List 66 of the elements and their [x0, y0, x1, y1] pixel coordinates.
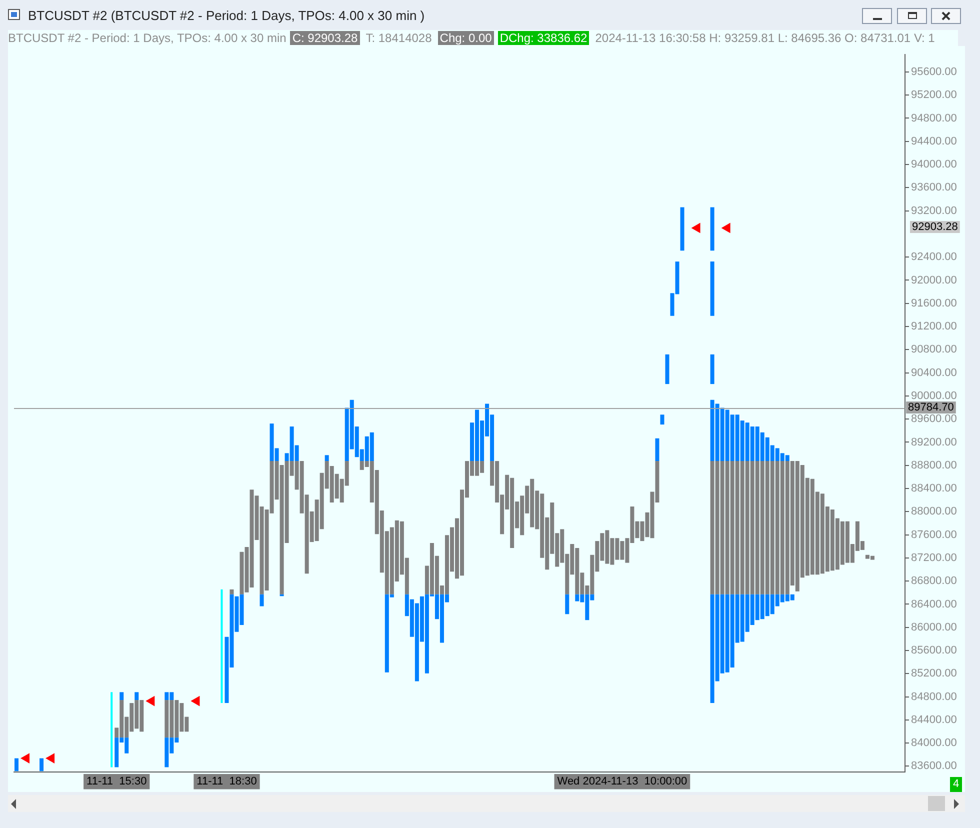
bar	[710, 354, 714, 384]
bar	[565, 594, 570, 614]
y-tick-label: 92400.00	[911, 251, 957, 264]
text: 4	[950, 777, 962, 792]
y-tick-label: 88400.00	[911, 482, 957, 495]
bar	[655, 438, 660, 462]
y-tick-label: 84400.00	[911, 714, 957, 726]
point	[691, 222, 700, 234]
ref-line-label: 89784.70	[908, 402, 954, 414]
y-tick-label: 94800.00	[911, 112, 957, 124]
bar	[220, 589, 223, 704]
x-tick-label: 11-11 18:30	[196, 776, 257, 788]
point	[46, 753, 55, 764]
text: Chg: 0.00	[438, 31, 494, 45]
y-tick-label: 86800.00	[911, 575, 957, 588]
y-tick-label: 90800.00	[911, 344, 957, 356]
text: DChg: 33836.62	[498, 31, 590, 45]
y-tick-label: 87600.00	[911, 528, 957, 541]
text: C: 92903.28	[290, 31, 360, 45]
y-tick-label: 87200.00	[911, 552, 957, 564]
y-tick-label: 88800.00	[911, 459, 957, 472]
y-tick-label: 90000.00	[911, 390, 957, 402]
y-tick-label: 89600.00	[911, 413, 957, 426]
bar	[710, 207, 714, 251]
y-tick-label: 94000.00	[911, 158, 957, 171]
text: 92903.28	[912, 221, 958, 234]
y-tick-label: 90400.00	[911, 366, 957, 379]
chart-title: BTCUSDT #2 (BTCUSDT #2 - Period: 1 Days, TPOs: 4.00 x 30 min )	[28, 8, 425, 23]
y-tick-label: 94400.00	[911, 135, 957, 148]
bar	[134, 692, 139, 700]
y-tick-label: 93200.00	[911, 204, 957, 217]
bar	[230, 589, 234, 594]
bar	[14, 758, 19, 772]
x-tick-label: Wed 2024-11-13 10:00:00	[557, 776, 688, 788]
y-tick-label: 84000.00	[911, 737, 957, 750]
bar	[665, 354, 670, 384]
y-tick-label: 95600.00	[911, 66, 957, 78]
bar	[710, 262, 714, 316]
bar	[324, 455, 329, 462]
y-tick-label: 83600.00	[911, 760, 957, 772]
text: 2024-11-13 16:30:58 H: 93259.81 L: 84695.36 O: 84731.01 V: 1	[594, 31, 936, 45]
bar	[660, 414, 664, 425]
y-tick-label: 93600.00	[911, 182, 957, 194]
y-tick-label: 89200.00	[911, 436, 957, 448]
y-tick-label: 84800.00	[911, 690, 957, 703]
y-tick-label: 86400.00	[911, 598, 957, 610]
y-tick-label: 91600.00	[911, 297, 957, 310]
y-tick-label: 91200.00	[911, 320, 957, 333]
bar	[120, 692, 124, 700]
bar	[680, 207, 684, 251]
y-tick-label: 95200.00	[911, 89, 957, 102]
y-tick-label: 85200.00	[911, 668, 957, 680]
y-tick-label: 86000.00	[911, 621, 957, 634]
point	[721, 222, 730, 234]
text: T: 18414028	[364, 31, 433, 45]
chart-subtitle: BTCUSDT #2 - Period: 1 Days, TPOs: 4.00 x 30 min	[8, 31, 286, 45]
point	[20, 753, 30, 764]
bar	[40, 758, 44, 772]
y-tick-label: 85600.00	[911, 644, 957, 657]
y-tick-label: 92000.00	[911, 274, 957, 286]
bar	[260, 594, 264, 606]
bar	[110, 692, 113, 768]
point	[190, 696, 200, 706]
y-tick-label: 88000.00	[911, 506, 957, 518]
x-tick-label: 11-11 15:30	[86, 776, 147, 788]
point	[146, 696, 155, 706]
